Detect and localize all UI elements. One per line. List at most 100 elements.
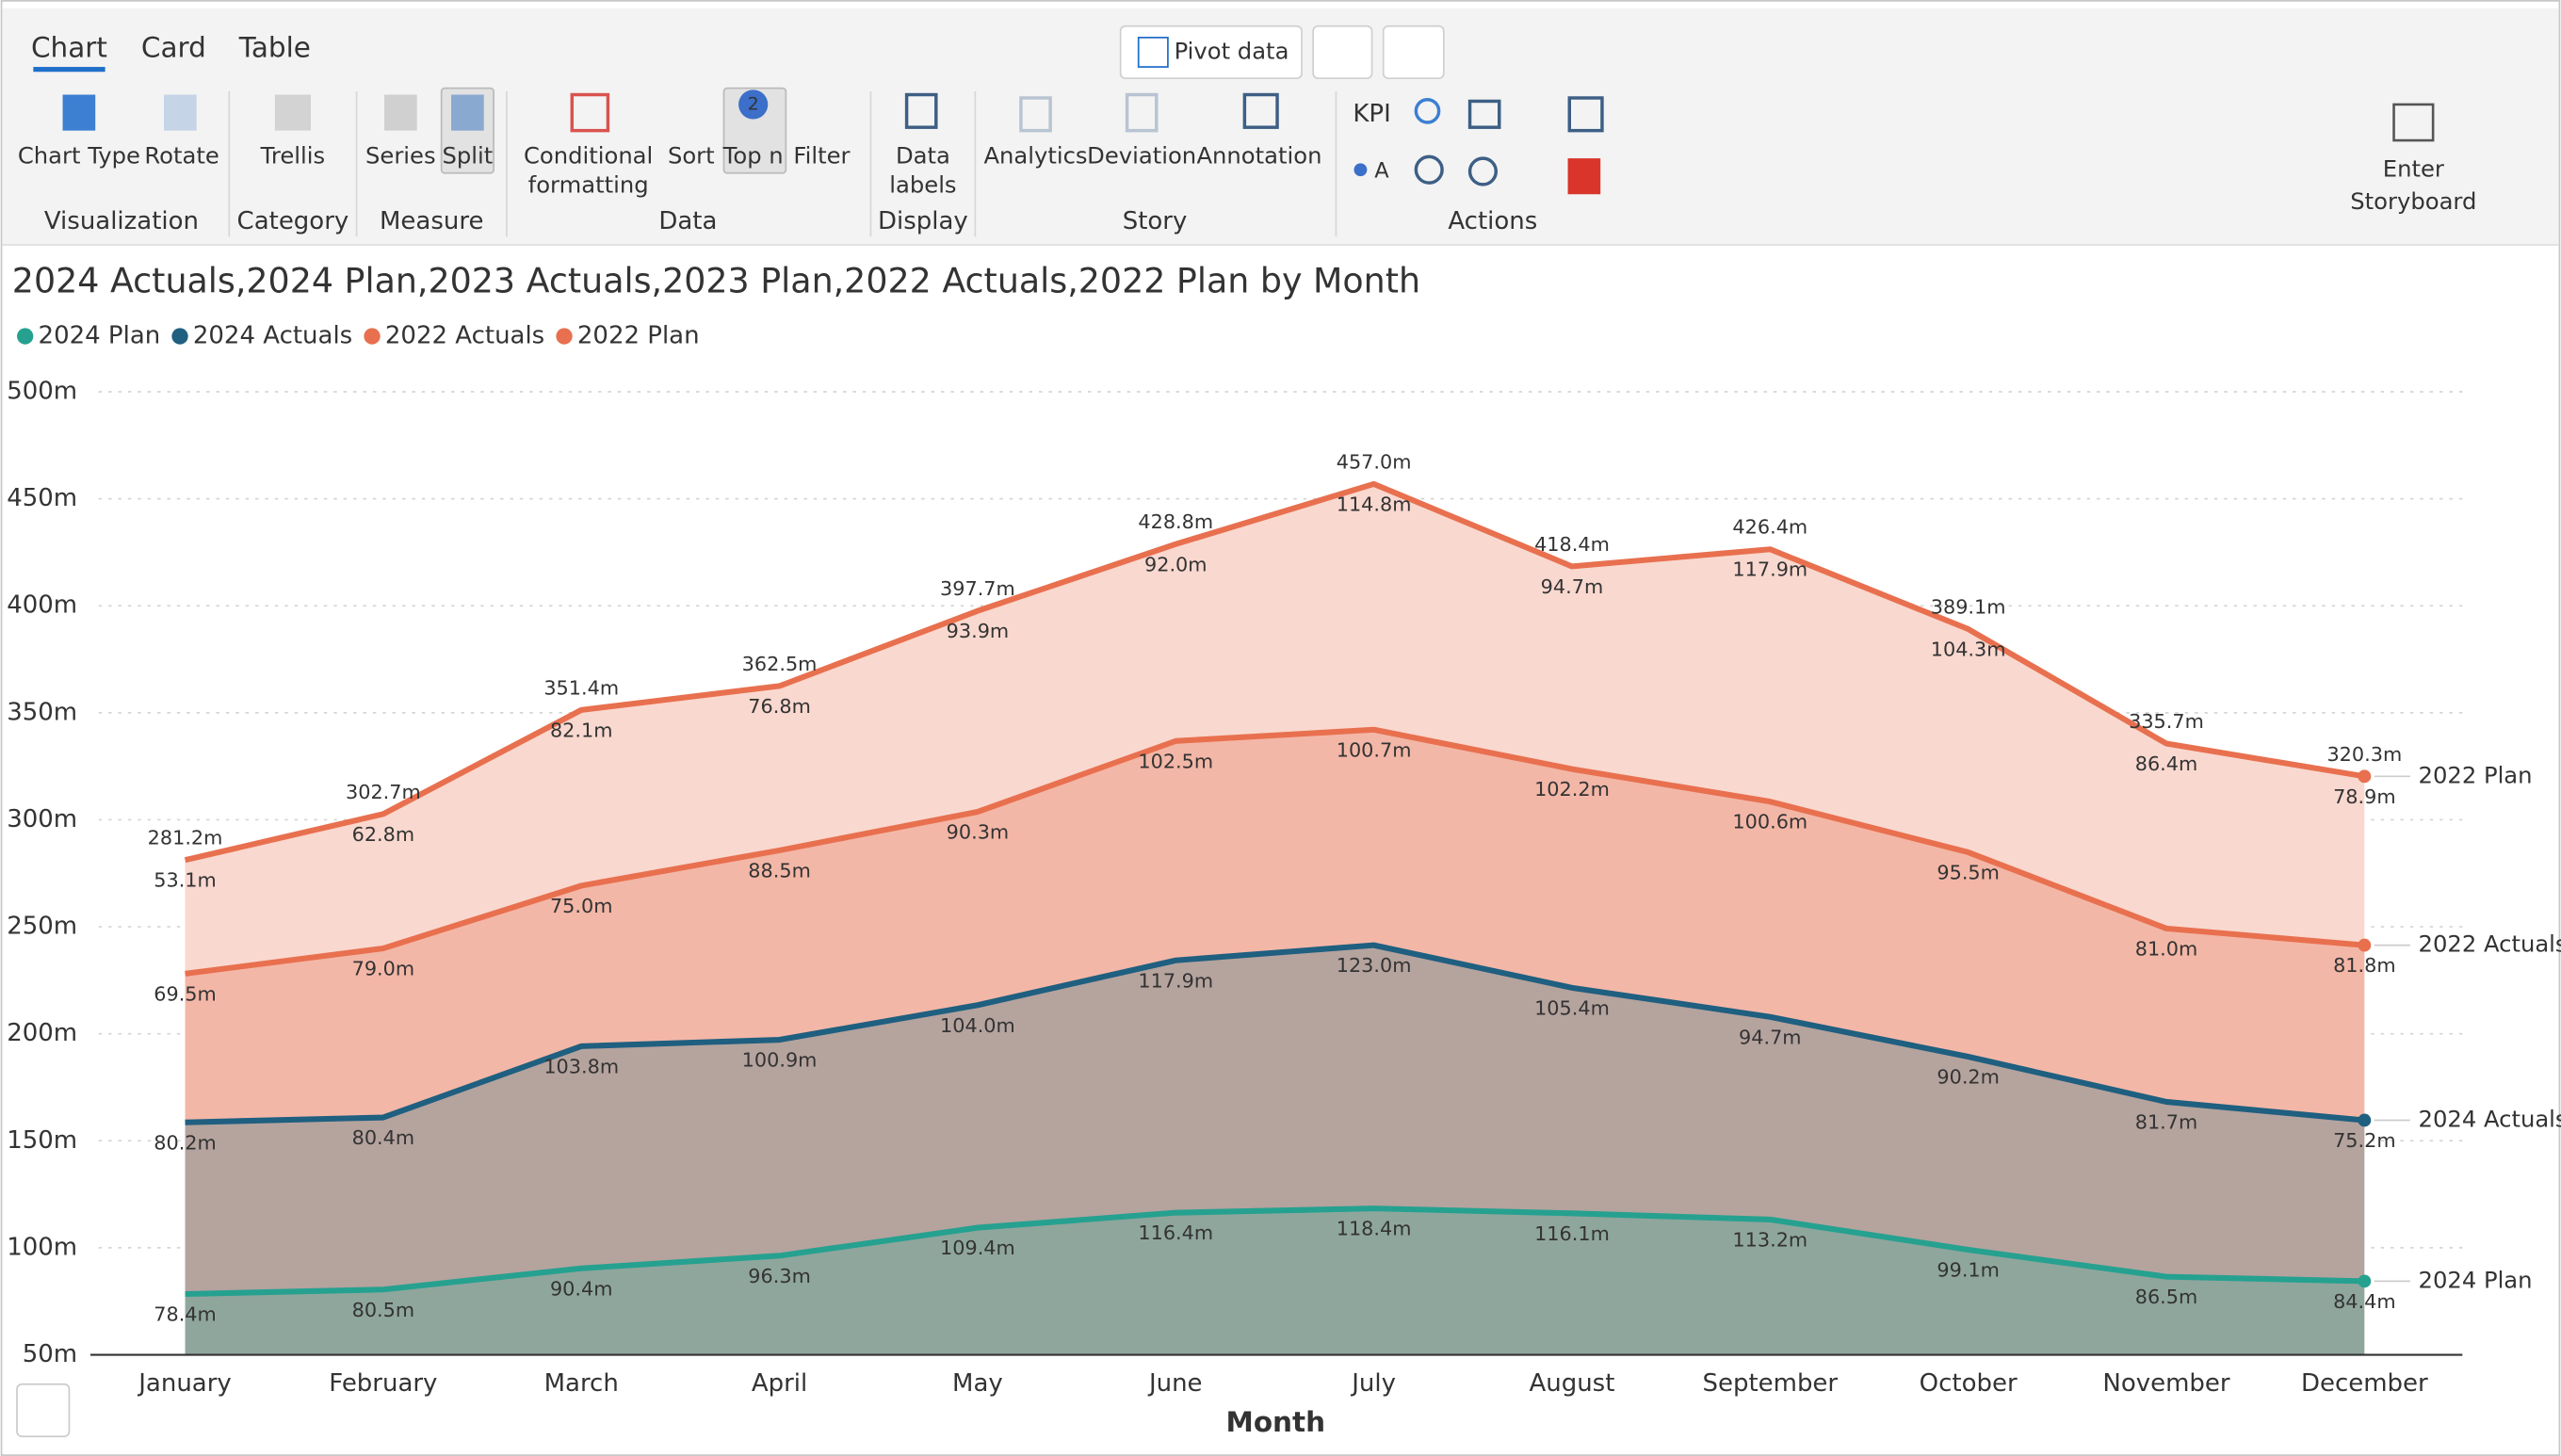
data-label: 53.1m xyxy=(154,869,217,892)
data-label: 86.5m xyxy=(2135,1286,2198,1308)
ribbon-button-label[interactable]: Data xyxy=(896,141,950,169)
data-label: 104.0m xyxy=(940,1014,1015,1037)
ribbon-button-label[interactable]: Split xyxy=(442,141,493,169)
ribbon-button-label[interactable]: Enter xyxy=(2383,154,2444,182)
ribbon-button-label[interactable]: Chart Type xyxy=(18,141,140,169)
kpi-a: A xyxy=(1374,158,1389,183)
y-tick-label: 250m xyxy=(7,913,77,941)
pivot-label: Pivot data xyxy=(1175,37,1289,64)
y-tick-label: 200m xyxy=(7,1019,77,1047)
x-tick-label: January xyxy=(137,1369,232,1398)
x-tick-label: May xyxy=(952,1369,1003,1398)
ribbon-button-label[interactable]: Analytics xyxy=(983,141,1087,169)
area xyxy=(185,945,2365,1295)
area xyxy=(185,1208,2365,1355)
y-tick-label: 350m xyxy=(7,698,77,726)
data-label: 100.6m xyxy=(1732,811,1807,833)
line xyxy=(185,1205,2365,1298)
end-label: 2022 Plan xyxy=(2419,761,2533,788)
data-label: 116.1m xyxy=(1534,1222,1610,1245)
filter-tool-button[interactable] xyxy=(1312,24,1373,80)
badge-label: 2 xyxy=(748,93,759,114)
ribbon-group-label: Data xyxy=(658,207,717,235)
ribbon-button-label[interactable]: Filter xyxy=(793,141,850,169)
tab[interactable]: Card xyxy=(141,31,206,63)
chart-title: 2024 Actuals,2024 Plan,2023 Actuals,2023… xyxy=(12,260,1420,300)
data-label: 102.2m xyxy=(1534,778,1610,801)
x-tick-label: September xyxy=(1702,1369,1838,1398)
tab-underline xyxy=(33,67,105,73)
end-marker xyxy=(2358,1113,2372,1127)
data-label: 90.3m xyxy=(947,821,1010,844)
ribbon-group-label: Story xyxy=(1123,207,1188,235)
data-label: 100.7m xyxy=(1337,738,1412,761)
legend-label[interactable]: 2024 Actuals xyxy=(193,322,352,350)
data-label: 109.4m xyxy=(940,1237,1015,1259)
total-label: 426.4m xyxy=(1732,516,1807,539)
data-label: 78.4m xyxy=(154,1303,217,1326)
ribbon-button-label[interactable]: Storyboard xyxy=(2350,187,2476,215)
ribbon-button-label[interactable]: Sort xyxy=(668,141,715,169)
pivot-icon xyxy=(1137,36,1169,68)
legend-label[interactable]: 2024 Plan xyxy=(39,322,161,350)
ribbon-icons xyxy=(62,92,2435,195)
data-label: 80.4m xyxy=(352,1126,415,1149)
data-label: 79.0m xyxy=(352,958,415,980)
pivot-button[interactable] xyxy=(1119,24,1303,80)
total-label: 418.4m xyxy=(1534,533,1610,556)
data-label: 100.9m xyxy=(742,1049,818,1072)
data-label: 69.5m xyxy=(154,982,217,1005)
data-label: 93.9m xyxy=(947,620,1010,642)
line xyxy=(185,726,2365,977)
legend-marker xyxy=(17,328,34,345)
total-label: 281.2m xyxy=(148,827,223,849)
y-tick-label: 400m xyxy=(7,591,77,620)
legend-label[interactable]: 2022 Actuals xyxy=(385,322,544,350)
x-tick-label: June xyxy=(1147,1369,1203,1398)
ribbon-button-label[interactable]: Top n xyxy=(722,141,784,169)
ribbon-group-label: Category xyxy=(237,207,349,235)
data-label: 75.0m xyxy=(550,895,613,917)
tab[interactable]: Chart xyxy=(31,31,107,63)
x-tick-label: August xyxy=(1529,1369,1614,1398)
data-label: 92.0m xyxy=(1144,553,1208,575)
ribbon-button-label[interactable]: Series xyxy=(365,141,436,169)
data-label: 95.5m xyxy=(1937,862,2000,884)
x-tick-label: July xyxy=(1350,1369,1396,1398)
data-label: 62.8m xyxy=(352,823,415,846)
edit-tool-button[interactable] xyxy=(1382,24,1445,80)
legend-label[interactable]: 2022 Plan xyxy=(577,322,700,350)
data-label: 102.5m xyxy=(1138,750,1213,772)
ribbon-button-label[interactable]: Conditional xyxy=(524,141,653,169)
total-label: 351.4m xyxy=(543,676,619,699)
ribbon-button-label[interactable]: Annotation xyxy=(1196,141,1321,169)
data-label: 103.8m xyxy=(543,1055,619,1077)
data-label: 123.0m xyxy=(1337,954,1412,977)
total-label: 362.5m xyxy=(742,653,818,675)
data-label: 94.7m xyxy=(1541,575,1604,598)
data-label: 81.8m xyxy=(2333,954,2396,977)
data-label: 84.4m xyxy=(2333,1290,2396,1313)
end-marker xyxy=(2358,769,2372,784)
x-tick-label: February xyxy=(329,1369,437,1398)
data-label: 80.5m xyxy=(352,1299,415,1321)
ribbon-button-label[interactable]: Rotate xyxy=(144,141,219,169)
ribbon-button-label[interactable]: labels xyxy=(889,171,956,199)
ribbon-button-label[interactable]: formatting xyxy=(528,171,649,199)
data-label: 113.2m xyxy=(1732,1228,1807,1251)
badge xyxy=(738,89,769,120)
data-label: 82.1m xyxy=(550,719,613,741)
corner-button[interactable] xyxy=(16,1383,71,1438)
legend-marker xyxy=(364,328,381,345)
ribbon-button-label[interactable]: Deviation xyxy=(1087,141,1196,169)
ribbon-group-label: Actions xyxy=(1448,207,1537,235)
data-label: 118.4m xyxy=(1337,1218,1412,1240)
data-label: 116.4m xyxy=(1138,1221,1213,1244)
data-label: 75.2m xyxy=(2333,1129,2396,1152)
tab[interactable]: Table xyxy=(238,31,311,63)
x-tick-label: October xyxy=(1920,1369,2018,1398)
legend-marker xyxy=(171,328,188,345)
ribbon-button-label[interactable]: Trellis xyxy=(260,141,325,169)
